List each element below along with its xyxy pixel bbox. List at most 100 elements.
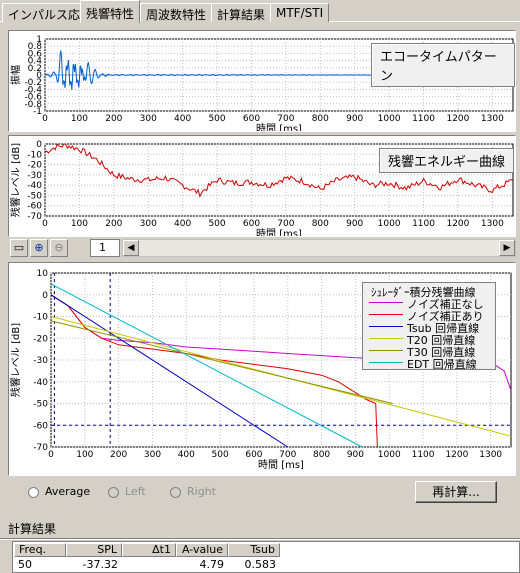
radio-left[interactable]: Left <box>108 485 146 499</box>
col-header-tsub[interactable]: Tsub <box>228 543 280 557</box>
table-cell <box>122 559 176 573</box>
x-tick-label: 1300 <box>481 219 504 229</box>
x-tick-label: 1200 <box>445 450 468 460</box>
y-tick-label: -10 <box>33 313 48 323</box>
legend-swatch <box>369 362 403 363</box>
y-tick-label: -0.6 <box>24 93 42 103</box>
recalculate-button[interactable]: 再計算... <box>415 481 497 503</box>
radio-icon <box>28 486 39 498</box>
radio-average[interactable]: Average <box>28 485 90 499</box>
x-tick-label: 1000 <box>378 219 401 229</box>
scroll-right-icon[interactable]: ▶ <box>499 240 515 256</box>
x-tick-label: 800 <box>313 450 330 460</box>
legend-label: ノイズ補正なし <box>407 298 484 311</box>
x-tick-label: 1300 <box>481 114 504 124</box>
x-tick-label: 900 <box>346 219 363 229</box>
x-tick-label: 300 <box>144 450 161 460</box>
y-tick-label: 0 <box>36 140 42 150</box>
scroll-left-icon[interactable]: ◀ <box>123 240 139 256</box>
x-tick-label: 0 <box>42 114 48 124</box>
results-section-title: 計算結果 <box>8 522 57 536</box>
legend-item: T30 回帰直線 <box>363 344 497 359</box>
schroeder-panel: 0 100 200 300 400 500 600 700 800 900 1000 1100 1200… <box>8 262 516 476</box>
y-tick-label: -1 <box>33 107 42 117</box>
decay-title: 残響エネルギー曲線 <box>379 148 515 173</box>
y-tick-label: -20 <box>33 334 48 344</box>
radio-right[interactable]: Right <box>170 485 216 499</box>
y-tick-label: -0.4 <box>24 85 42 95</box>
y-tick-label: -60 <box>27 202 42 212</box>
results-table: Freq. SPL Δt1 A-value Tsub 50 -37.32 4.7… <box>12 541 520 573</box>
legend-item: T20 回帰直線 <box>363 332 497 347</box>
legend-item: EDT 回帰直線 <box>363 356 497 371</box>
x-tick-label: 300 <box>140 219 157 229</box>
tab-results[interactable]: 計算結果 <box>211 3 272 22</box>
legend-swatch <box>369 338 403 339</box>
x-tick-label: 1100 <box>412 219 435 229</box>
energy-decay-panel: 0 100 200 300 400 500 600 700 800 900 1000 1100 1200… <box>8 135 516 237</box>
x-tick-label: 100 <box>71 114 88 124</box>
series-line <box>50 283 363 448</box>
zoom-out-icon[interactable]: ⊖ <box>50 239 68 257</box>
echo-title: エコータイムパターン <box>371 43 515 87</box>
y-tick-label: 1 <box>36 35 42 45</box>
x-tick-label: 900 <box>346 114 363 124</box>
tab-strip: インパルス応答 残響特性 周波数特性 計算結果 MTF/STI <box>0 0 520 23</box>
y-tick-label: -40 <box>33 378 48 388</box>
legend-swatch <box>369 314 403 315</box>
x-tick-label: 1000 <box>378 114 401 124</box>
legend-item: ノイズ補正あり <box>363 308 497 323</box>
legend-swatch <box>369 326 403 327</box>
radio-icon <box>170 486 181 498</box>
x-tick-label: 700 <box>277 219 294 229</box>
y-tick-label: -20 <box>27 161 42 171</box>
x-tick-label: 700 <box>277 114 294 124</box>
echo-time-pattern-panel: 0 100 200 300 400 500 600 700 800 900 1000 1100 1200… <box>8 30 516 132</box>
y-axis-label: 振幅 <box>9 65 22 85</box>
table-cell: -37.32 <box>82 558 118 571</box>
y-axis-label: 残響レベル [dB] <box>9 143 22 217</box>
x-tick-label: 600 <box>243 114 260 124</box>
x-tick-label: 600 <box>245 450 262 460</box>
horizontal-scrollbar[interactable]: ◀ ▶ <box>122 239 516 257</box>
series-line <box>50 294 289 448</box>
fit-icon[interactable]: ▭ <box>10 239 28 257</box>
y-tick-label: -40 <box>27 181 42 191</box>
y-tick-label: -60 <box>33 421 48 431</box>
y-tick-label: -0.2 <box>24 78 42 88</box>
y-tick-label: -70 <box>33 443 48 453</box>
tab-reverb[interactable]: 残響特性 <box>80 0 141 23</box>
radio-label: Left <box>125 485 146 498</box>
y-tick-label: 0.6 <box>28 49 43 59</box>
legend-swatch <box>369 350 403 351</box>
legend-item: ノイズ補正なし <box>363 296 497 311</box>
x-tick-label: 1100 <box>412 114 435 124</box>
chart-legend: ｼｭﾚｰﾀﾞｰ積分残響曲線 ノイズ補正なし ノイズ補正あり Tsub 回帰直線 … <box>362 282 497 371</box>
y-tick-label: 10 <box>37 269 49 279</box>
legend-label: ノイズ補正あり <box>407 310 484 323</box>
y-axis-label: 残響レベル [dB] <box>9 323 22 397</box>
table-cell: 0.583 <box>244 558 277 571</box>
series-line <box>50 294 378 448</box>
col-header-spl[interactable]: SPL <box>66 543 122 557</box>
x-tick-label: 800 <box>312 114 329 124</box>
y-tick-label: 0.4 <box>28 57 43 67</box>
x-tick-label: 500 <box>208 219 225 229</box>
y-tick-label: -50 <box>33 400 48 410</box>
tab-frequency[interactable]: 周波数特性 <box>140 3 213 22</box>
col-header-freq[interactable]: Freq. <box>14 543 66 557</box>
col-header-dt1[interactable]: Δt1 <box>122 543 176 557</box>
x-tick-label: 200 <box>105 114 122 124</box>
decay-series-line <box>44 143 514 198</box>
zoom-in-icon[interactable]: ⊕ <box>30 239 48 257</box>
tab-impulse[interactable]: インパルス応答 <box>2 3 99 22</box>
x-tick-label: 500 <box>212 450 229 460</box>
tab-mtf[interactable]: MTF/STI <box>270 3 330 22</box>
radio-icon <box>108 486 119 498</box>
legend-label: T20 回帰直線 <box>407 334 476 347</box>
page-number-field[interactable]: 1 <box>90 239 120 257</box>
x-tick-label: 300 <box>140 114 157 124</box>
x-tick-label: 1000 <box>378 450 401 460</box>
x-tick-label: 500 <box>208 114 225 124</box>
col-header-avalue[interactable]: A-value <box>176 543 228 557</box>
